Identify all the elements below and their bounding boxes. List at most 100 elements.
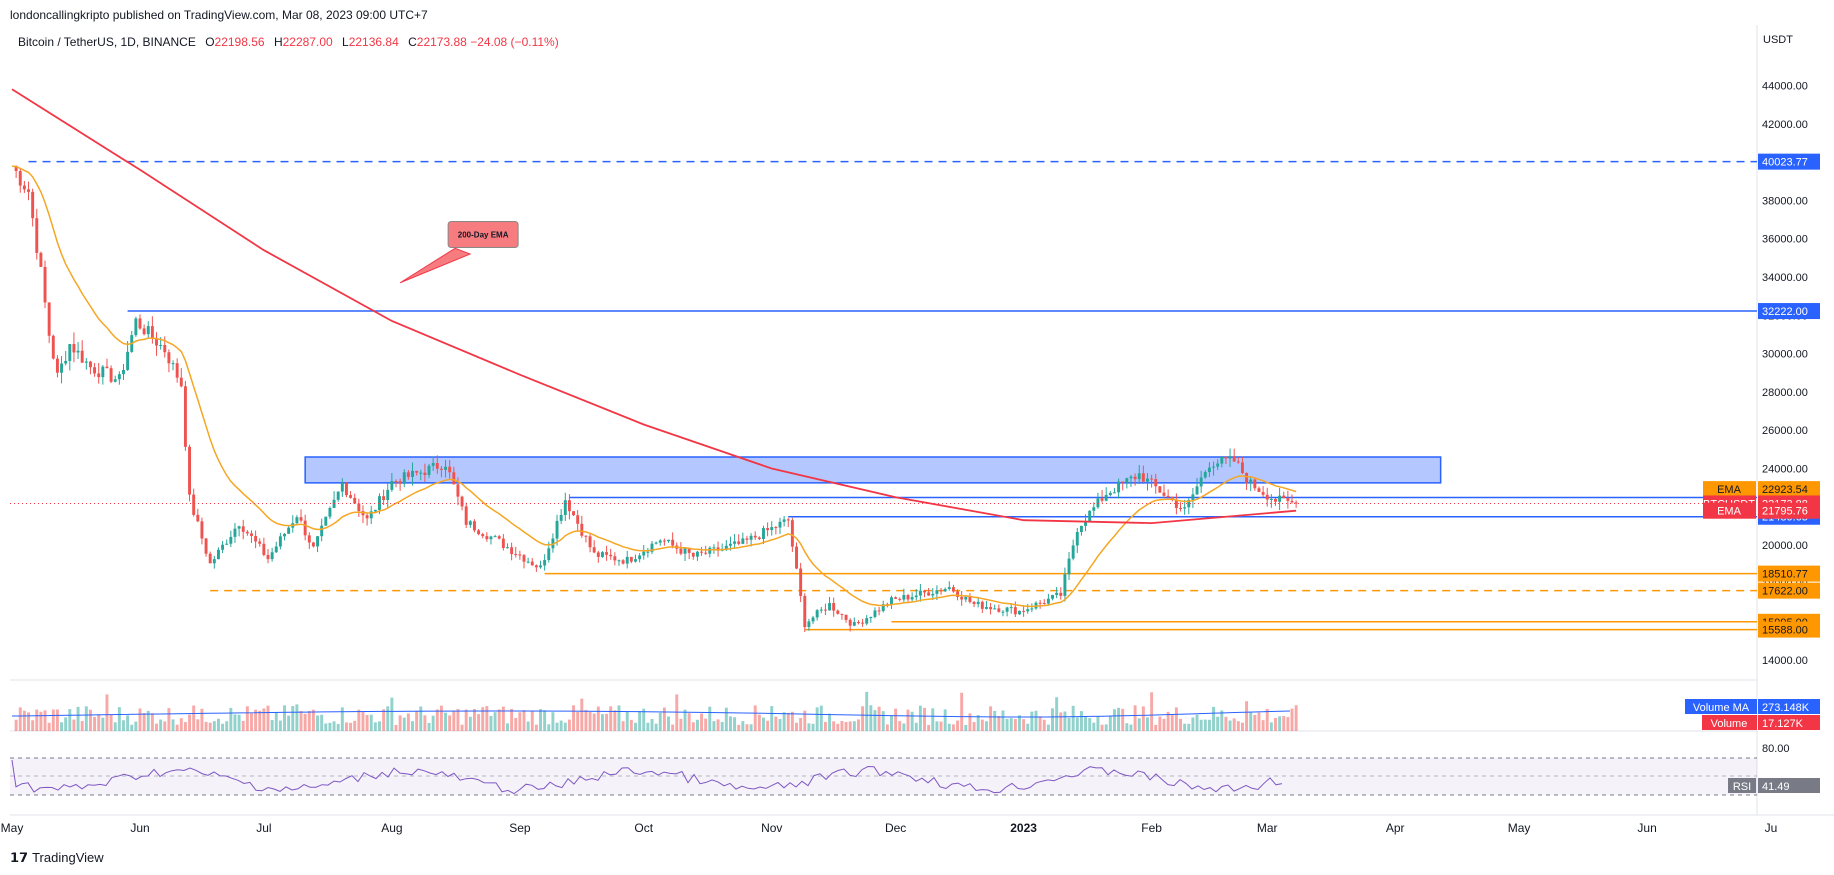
candle-body [390, 480, 394, 490]
volume-bar [1018, 715, 1021, 731]
candle-body [1051, 594, 1054, 599]
volume-bar [1022, 719, 1026, 731]
volume-bar [1257, 712, 1261, 731]
volume-bar [869, 705, 873, 731]
price-tag-value: 21795.76 [1762, 506, 1808, 518]
ema-callout-box [447, 220, 519, 248]
ema-200-line [11, 88, 1297, 525]
candle-body [592, 547, 596, 553]
volume-bar [1063, 711, 1067, 731]
candle-body [642, 551, 646, 556]
volume-bar [122, 720, 125, 731]
volume-bar [935, 721, 939, 731]
candle-body [749, 535, 753, 540]
candle-body [960, 596, 964, 600]
rsi-label: RSI [1733, 781, 1751, 793]
volume-bar [1100, 724, 1104, 731]
candle-body [927, 592, 931, 596]
volume-bar [1001, 710, 1005, 731]
volume-bar [881, 711, 885, 731]
candle-body [287, 527, 291, 534]
volume-bar [468, 716, 472, 731]
volume-bar [679, 718, 683, 731]
brand-label: TradingView [32, 850, 104, 865]
candle-body [456, 484, 460, 497]
candle-body [650, 543, 654, 552]
candle-body [175, 363, 179, 378]
volume-bar [501, 706, 505, 731]
volume-bar [526, 721, 530, 731]
candle-body [555, 520, 559, 539]
candle-body [14, 166, 18, 172]
candle-body [1236, 461, 1240, 463]
y-tick-label: 34000.00 [1762, 272, 1808, 284]
candle-body [600, 552, 604, 557]
candle-body [972, 601, 976, 605]
candle-body [795, 546, 798, 569]
volume-bar [1088, 718, 1092, 731]
candle-body [629, 556, 633, 562]
volume-bar [241, 720, 245, 731]
x-tick-label: Ju [1765, 821, 1778, 835]
volume-bar [629, 719, 633, 731]
change-value: −24.08 (−0.11%) [470, 35, 559, 49]
volume-bar [972, 722, 976, 731]
volume-bar [155, 723, 158, 731]
candle-body [984, 607, 988, 609]
volume-bar [113, 722, 117, 731]
volume-bar [1162, 718, 1166, 731]
candle-body [254, 535, 258, 542]
candle-body [848, 619, 852, 626]
candle-body [1100, 498, 1104, 501]
candle-body [737, 541, 741, 544]
volume-bar [1199, 719, 1203, 731]
candle-body [551, 538, 555, 549]
volume-bar [303, 713, 307, 731]
candle-body [522, 555, 526, 562]
volume-bar [576, 711, 580, 731]
volume-bar [1183, 723, 1187, 731]
candle-body [411, 470, 414, 477]
volume-bar [378, 721, 381, 731]
candle-body [501, 538, 505, 548]
candle-body [951, 587, 955, 592]
candle-body [1240, 462, 1244, 473]
volume-bar [861, 706, 865, 731]
volume-bar [439, 705, 443, 731]
volume-bar [910, 711, 914, 731]
volume-bar [1067, 717, 1071, 731]
volume-bar [894, 708, 898, 731]
x-tick-label: Jun [130, 821, 149, 835]
candle-body [431, 462, 435, 466]
volume-bar [130, 724, 134, 731]
volume-bar [1104, 724, 1108, 731]
candle-body [1042, 603, 1046, 605]
volume-bar [43, 710, 47, 731]
candle-body [1046, 598, 1050, 604]
volume-bar [1245, 701, 1249, 731]
volume-bar [980, 719, 984, 731]
candle-body [270, 552, 274, 560]
candle-body [778, 521, 782, 528]
candle-body [539, 565, 542, 568]
volume-bar [402, 717, 406, 731]
y-tick-label: 42000.00 [1762, 119, 1808, 131]
candle-body [1150, 478, 1154, 480]
volume-bar [1166, 711, 1170, 731]
candle-body [939, 590, 943, 592]
candle-body [1216, 463, 1220, 467]
candle-body [790, 520, 794, 547]
volume-bar [262, 708, 266, 731]
candle-body [1133, 476, 1137, 480]
candle-body [489, 536, 493, 540]
volume-bar [311, 709, 315, 731]
candle-body [1104, 494, 1108, 501]
candle-body [1137, 473, 1141, 480]
candle-body [989, 607, 993, 610]
volume-bar [126, 715, 130, 731]
volume-bar [687, 713, 691, 731]
candle-body [163, 344, 167, 353]
volume-bar [163, 721, 167, 731]
candle-body [856, 622, 860, 624]
